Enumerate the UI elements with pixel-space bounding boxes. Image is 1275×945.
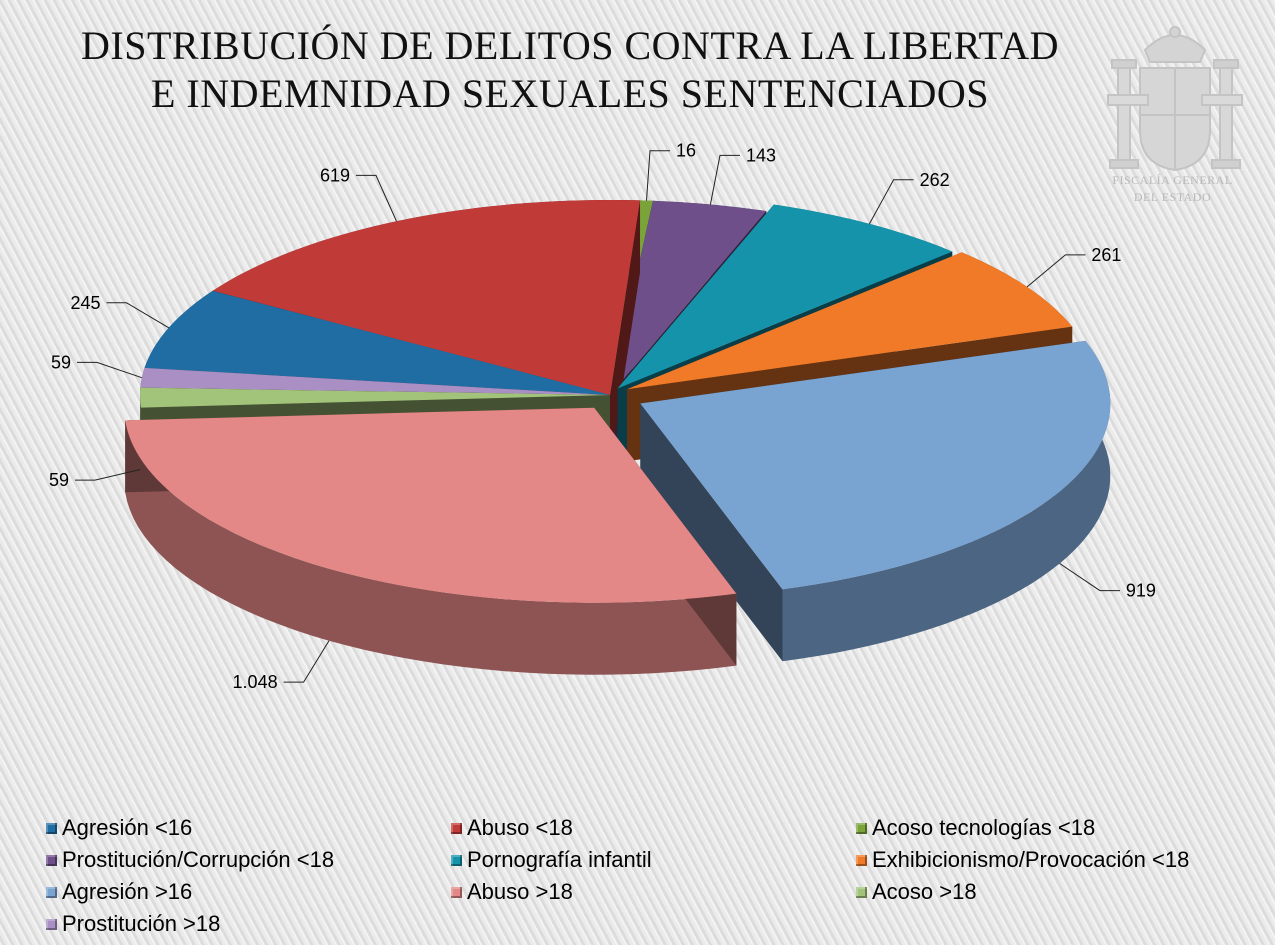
pie-slice-top-5: [617, 204, 953, 389]
legend-swatch-6: [856, 854, 867, 866]
leader-line-2: [356, 174, 397, 222]
pie-slice-top-2: [212, 200, 641, 395]
institution-logo-text: FISCALÍA GENERAL DEL ESTADO: [1085, 172, 1260, 206]
pie-slice-top-1: [144, 290, 610, 395]
pie-slice-top-7: [640, 340, 1111, 590]
data-label-7: 919: [1126, 581, 1156, 601]
leader-line-7: [1059, 563, 1120, 592]
data-label-2: 619: [320, 165, 350, 185]
pie-slice-top-9: [139, 387, 610, 408]
coat-of-arms-icon: [1107, 26, 1243, 172]
data-label-5: 262: [920, 170, 950, 190]
pie-slice-edge-7-2: [640, 403, 783, 662]
leader-line-3: [646, 150, 670, 201]
legend-item-4: Prostitución/Corrupción <18: [46, 844, 451, 876]
legend-swatch-5: [451, 854, 462, 866]
legend-item-10: Prostitución >18: [46, 908, 451, 940]
legend-swatch-4: [46, 854, 57, 866]
pie-slice-8: [125, 407, 737, 675]
legend-label-1: Agresión <16: [62, 815, 193, 840]
legend-label-10: Prostitución >18: [62, 911, 221, 936]
data-label-8: 1.048: [233, 672, 278, 692]
data-label-9: 59: [49, 470, 69, 490]
pie-slice-top-10: [140, 367, 610, 395]
legend-label-3: Acoso tecnologías <18: [872, 815, 1096, 840]
pie-slice-wall-8: [125, 420, 737, 675]
legend-label-6: Exhibicionismo/Provocación <18: [872, 847, 1190, 872]
leader-line-8: [283, 640, 330, 683]
legend-label-5: Pornografía infantil: [467, 847, 652, 872]
legend-item-7: Agresión >16: [46, 876, 451, 908]
data-label-3: 16: [676, 141, 696, 161]
legend-swatch-9: [856, 886, 867, 898]
pie-slice-top-8: [125, 407, 737, 603]
leader-line-1: [106, 302, 170, 329]
data-label-4: 143: [746, 145, 776, 165]
legend-item-9: Acoso >18: [856, 876, 1261, 908]
legend-label-4: Prostitución/Corrupción <18: [62, 847, 335, 872]
chart-legend: Agresión <16 Abuso <18 Acoso tecnologías <…: [46, 812, 1266, 940]
legend-swatch-2: [451, 822, 462, 834]
chart-title: DISTRIBUCIÓN DE DELITOS CONTRA LA LIBERT…: [40, 22, 1100, 118]
legend-label-9: Acoso >18: [872, 879, 977, 904]
legend-item-2: Abuso <18: [451, 812, 856, 844]
institution-name-line-1: FISCALÍA GENERAL: [1112, 173, 1233, 187]
legend-item-5: Pornografía infantil: [451, 844, 856, 876]
legend-swatch-1: [46, 822, 57, 834]
leader-line-5: [868, 179, 914, 225]
legend-swatch-8: [451, 886, 462, 898]
legend-swatch-7: [46, 886, 57, 898]
legend-item-8: Abuso >18: [451, 876, 856, 908]
legend-label-8: Abuso >18: [467, 879, 573, 904]
data-label-1: 245: [70, 293, 100, 313]
pie-slice-top-4: [610, 200, 767, 395]
pie-slice-wall-7: [782, 340, 1111, 662]
data-label-6: 261: [1091, 245, 1121, 265]
chart-title-line-1: DISTRIBUCIÓN DE DELITOS CONTRA LA LIBERT…: [81, 23, 1059, 68]
chart-title-line-2: E INDEMNIDAD SEXUALES SENTENCIADOS: [150, 71, 990, 116]
pie-slice-7: [640, 340, 1111, 662]
legend-item-3: Acoso tecnologías <18: [856, 812, 1261, 844]
institution-name-line-2: DEL ESTADO: [1133, 190, 1212, 204]
legend-item-6: Exhibicionismo/Provocación <18: [856, 844, 1261, 876]
leader-line-6: [1026, 254, 1086, 288]
legend-label-2: Abuso <18: [467, 815, 573, 840]
leader-line-9: [75, 469, 141, 481]
legend-label-7: Agresión >16: [62, 879, 193, 904]
leader-line-4: [709, 154, 740, 205]
legend-swatch-10: [46, 918, 57, 930]
data-label-10: 59: [51, 352, 71, 372]
legend-item-1: Agresión <16: [46, 812, 451, 844]
leader-line-10: [77, 361, 142, 379]
pie-slice-top-6: [627, 252, 1073, 390]
legend-swatch-3: [856, 822, 867, 834]
